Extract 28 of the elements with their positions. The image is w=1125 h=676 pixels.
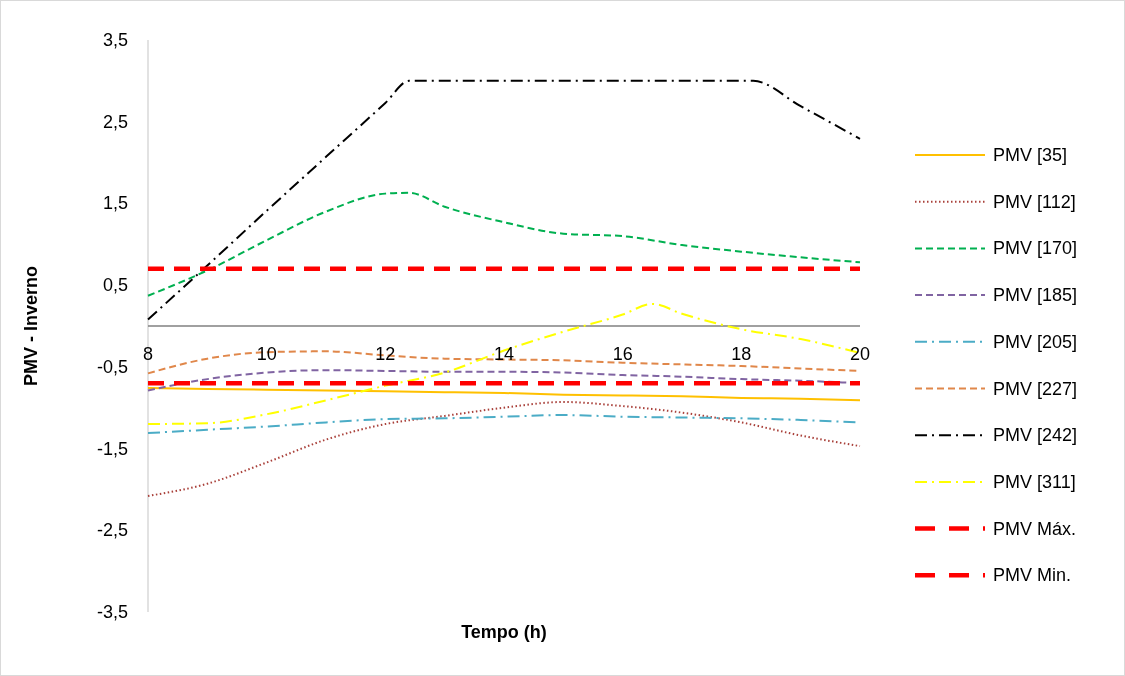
- legend-label: PMV [112]: [993, 191, 1076, 212]
- y-axis-title: PMV - Inverno: [21, 265, 41, 387]
- x-tick-label: 18: [731, 344, 752, 364]
- x-axis-title: Tempo (h): [461, 622, 547, 642]
- legend-label: PMV [185]: [993, 285, 1078, 306]
- legend-label: PMV [311]: [993, 471, 1076, 492]
- y-tick-label: -1,5: [96, 438, 128, 459]
- legend-label: PMV [35]: [993, 145, 1068, 165]
- y-tick-label: -2,5: [96, 520, 128, 541]
- y-tick-label: 1,5: [102, 193, 128, 214]
- x-tick-label: 8: [142, 344, 154, 364]
- legend-label: PMV Min.: [993, 565, 1072, 586]
- line-series: [147, 191, 861, 297]
- legend-label: PMV [170]: [993, 238, 1078, 259]
- y-tick-label: 0,5: [102, 275, 128, 296]
- legend-label: PMV [205]: [993, 331, 1078, 352]
- y-tick-label: -3,5: [96, 602, 128, 622]
- legend-label: PMV [242]: [993, 425, 1078, 446]
- y-tick-label: 2,5: [102, 111, 128, 132]
- x-tick-label: 14: [493, 344, 515, 364]
- legend-label: PMV Máx.: [993, 518, 1077, 539]
- y-tick-label: 3,5: [102, 30, 128, 50]
- y-tick-label: -0,5: [96, 356, 128, 377]
- line-series: [147, 79, 861, 321]
- legend-label: PMV [227]: [993, 378, 1078, 399]
- x-tick-label: 16: [612, 344, 633, 364]
- line-series: [147, 387, 861, 402]
- x-tick-label: 20: [849, 344, 871, 364]
